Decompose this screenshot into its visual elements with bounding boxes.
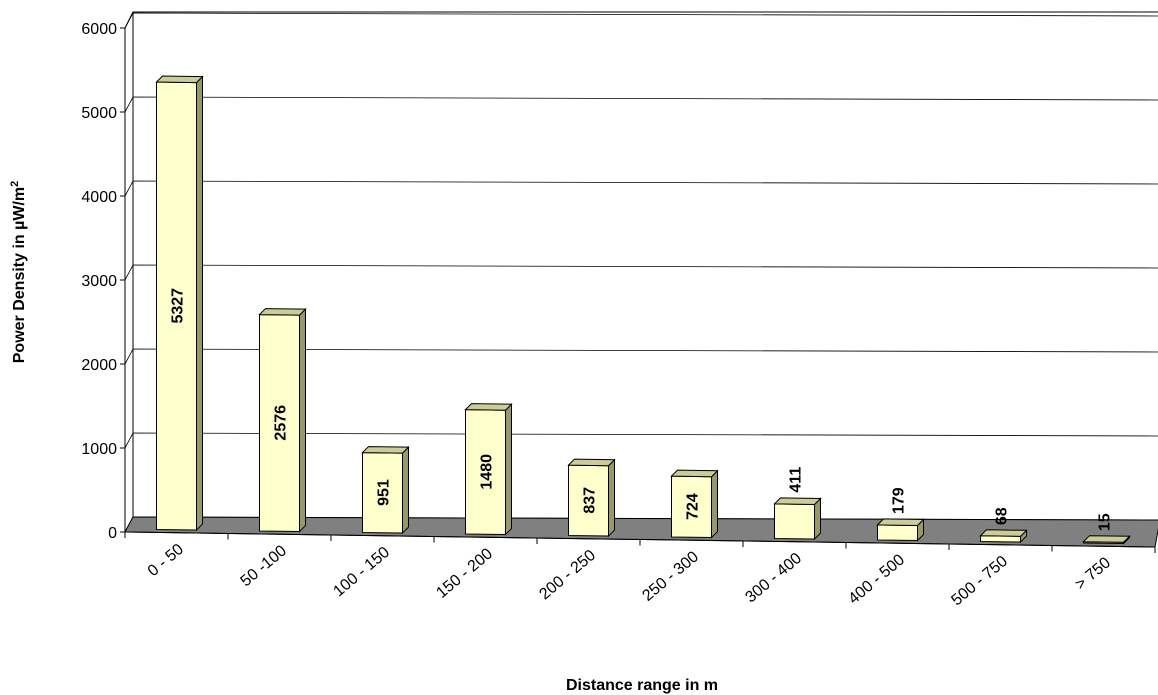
bar-front (877, 524, 918, 542)
x-tick-label: > 750 (1072, 554, 1114, 593)
x-tick-labels: 0 - 50 50 -100 100 - 150 150 - 200 200 - 250… (145, 541, 1114, 610)
gridline (124, 348, 1158, 365)
data-label: 724 (685, 493, 702, 520)
gridlines (124, 12, 1158, 449)
bar (567, 458, 616, 538)
y-axis-title-superscript: 2 (9, 181, 21, 187)
y-tick-label: 1000 (81, 441, 117, 458)
bar-top (567, 458, 616, 467)
data-label: 2576 (273, 405, 290, 441)
bar-side (505, 403, 512, 536)
x-tick-label: 300 - 400 (742, 550, 805, 607)
axes (120, 27, 1156, 553)
x-tick-label: 200 - 250 (536, 547, 599, 604)
x-axis-title: Distance range in m (566, 677, 718, 694)
data-label: 1480 (479, 454, 496, 490)
y-tick-label: 0 (108, 525, 117, 542)
x-tick-label: 100 - 150 (330, 544, 393, 601)
bar-top (876, 518, 925, 527)
data-label: 68 (994, 507, 1011, 525)
y-tick-label: 4000 (81, 189, 117, 206)
data-label: 179 (891, 487, 908, 514)
data-label: 5327 (170, 288, 187, 324)
x-tick-label: 0 - 50 (145, 541, 187, 580)
bar-side (711, 469, 718, 539)
y-tick-label: 2000 (81, 357, 117, 374)
bar (155, 75, 204, 532)
bar (1082, 535, 1131, 545)
bar-side (814, 497, 821, 541)
x-tick-label: 50 -100 (238, 542, 291, 590)
gridline (124, 96, 1158, 113)
bar-top (258, 308, 307, 316)
bar-side (608, 458, 615, 538)
y-tick-label: 5000 (81, 105, 117, 122)
x-tick-label: 400 - 500 (845, 551, 908, 608)
gridline (124, 180, 1158, 197)
bar (876, 518, 925, 542)
bar (258, 307, 307, 533)
data-label: 411 (788, 467, 805, 493)
data-label: 15 (1097, 513, 1114, 531)
y-axis-title-main: Power Density in µW/m (11, 187, 28, 363)
data-label: 951 (376, 479, 393, 506)
y-tick-label: 6000 (81, 21, 117, 38)
bar (979, 529, 1028, 544)
bars (155, 75, 1131, 545)
bar (464, 403, 513, 536)
data-labels: 5327 2576 951 1480 837 724 411 179 68 15 (170, 288, 1114, 531)
bar-top (155, 75, 204, 84)
bar-top (979, 529, 1028, 537)
bar-top (464, 403, 513, 411)
bar-top (1082, 535, 1131, 543)
x-tick-label: 150 - 200 (433, 545, 496, 602)
y-tick-labels: 0 1000 2000 3000 4000 5000 6000 (81, 21, 117, 542)
data-label: 837 (582, 487, 599, 514)
gridline (124, 264, 1158, 281)
x-tick-label: 250 - 300 (639, 548, 702, 605)
bar (670, 469, 719, 539)
bar-side (402, 445, 409, 535)
bar (773, 497, 822, 541)
y-tick-label: 3000 (81, 273, 117, 290)
gridline (124, 432, 1158, 449)
x-tick-label: 500 - 750 (948, 553, 1011, 610)
y-axis-title: Power Density in µW/m2 (9, 181, 28, 363)
bar (361, 445, 410, 535)
bar-front (774, 503, 815, 540)
bar-side (196, 75, 203, 532)
bar-top (670, 469, 719, 478)
gridline (124, 12, 1158, 29)
bar-side (299, 307, 306, 533)
bar-top (361, 446, 410, 454)
bar-top (773, 497, 822, 506)
